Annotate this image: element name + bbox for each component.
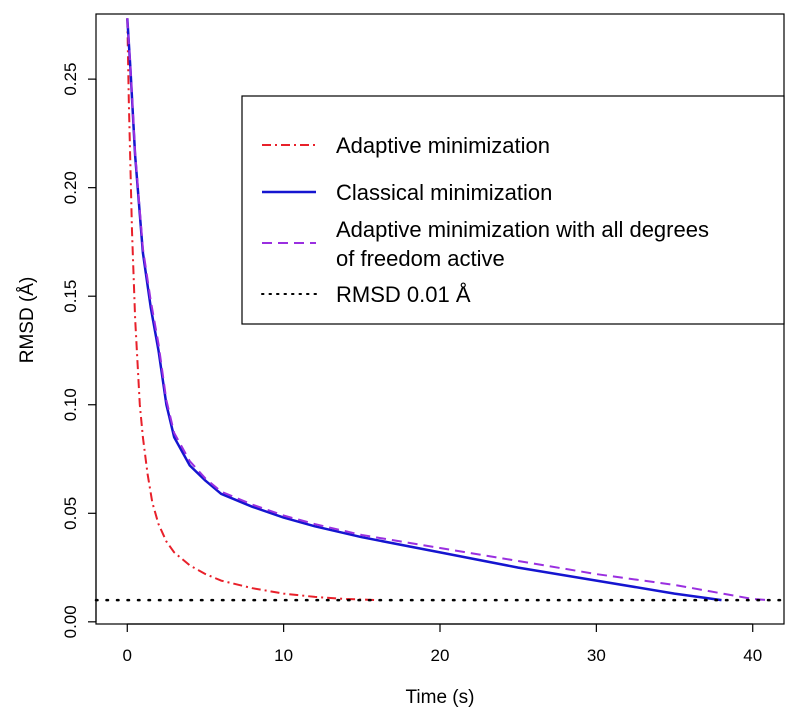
y-tick-label: 0.20 [61, 171, 80, 204]
x-tick-label: 30 [587, 646, 606, 665]
x-tick-label: 10 [274, 646, 293, 665]
legend-label-adaptive-all-dof-line1: Adaptive minimization with all degrees [336, 217, 709, 242]
series-layer [94, 18, 785, 602]
x-axis-title: Time (s) [406, 687, 475, 708]
legend-label-adaptive: Adaptive minimization [336, 133, 550, 158]
legend: Adaptive minimization Classical minimiza… [241, 95, 785, 325]
y-axis: 0.00 0.05 0.10 0.15 0.20 0.25 [61, 63, 97, 638]
y-tick-label: 0.25 [61, 63, 80, 96]
x-tick-label: 20 [431, 646, 450, 665]
y-tick-label: 0.10 [61, 388, 80, 421]
x-axis: 0 10 20 30 40 [123, 623, 762, 665]
y-axis-title: RMSD (Å) [17, 277, 38, 364]
y-tick-label: 0.00 [61, 605, 80, 638]
series-adaptive-minimization [126, 18, 378, 602]
x-tick-label: 0 [123, 646, 132, 665]
y-tick-label: 0.15 [61, 280, 80, 313]
x-tick-label: 40 [743, 646, 762, 665]
legend-label-rmsd-threshold: RMSD 0.01 Å [336, 282, 471, 307]
legend-box [241, 95, 785, 325]
series-adaptive-all-dof [126, 18, 769, 602]
y-tick-label: 0.05 [61, 497, 80, 530]
legend-label-adaptive-all-dof-line2: of freedom active [336, 246, 505, 271]
legend-label-classical: Classical minimization [336, 180, 552, 205]
